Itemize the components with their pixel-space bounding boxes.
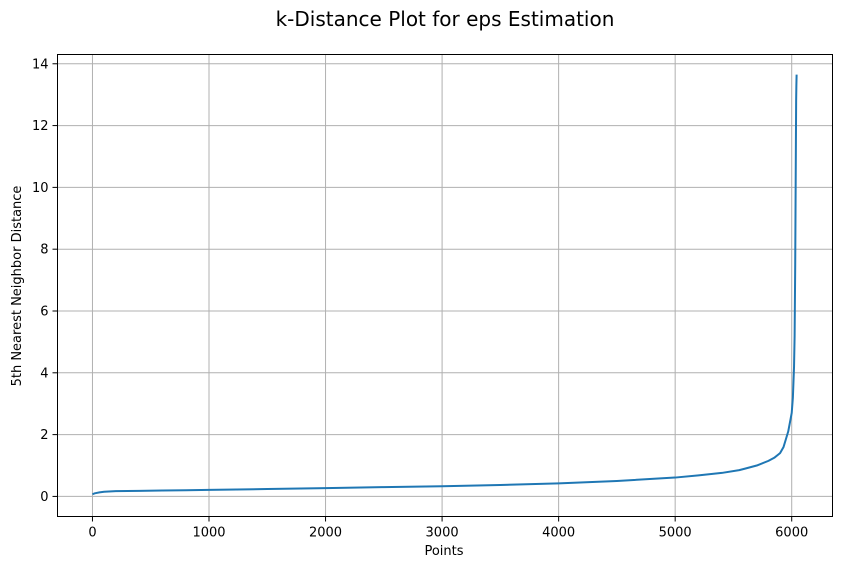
y-tick-label: 14: [32, 57, 49, 72]
x-tick-label: 4000: [542, 526, 575, 541]
y-tick-label: 0: [40, 490, 48, 505]
chart-title: k-Distance Plot for eps Estimation: [276, 7, 615, 31]
y-tick-label: 4: [40, 366, 48, 381]
y-tick-label: 2: [40, 428, 48, 443]
x-tick-label: 5000: [659, 526, 692, 541]
x-axis-label: Points: [424, 544, 463, 559]
grid-lines: [57, 54, 833, 517]
y-tick-label: 10: [32, 181, 49, 196]
series-group: [92, 74, 798, 496]
k-distance-line: [92, 74, 798, 496]
x-tick-label: 0: [88, 526, 96, 541]
x-tick-label: 2000: [309, 526, 342, 541]
axis-ticks: 0 1000 2000 3000 4000 5000 6000 0 2 4 6 8 10 12 14: [32, 57, 808, 540]
y-tick-label: 6: [40, 304, 48, 319]
y-axis-label: 5th Nearest Neighbor Distance: [10, 186, 25, 387]
x-tick-label: 6000: [775, 526, 808, 541]
x-tick-label: 1000: [192, 526, 225, 541]
y-tick-label: 8: [40, 243, 48, 258]
y-tick-label: 12: [32, 119, 49, 134]
x-tick-label: 3000: [426, 526, 459, 541]
plot-frame: [57, 54, 833, 517]
